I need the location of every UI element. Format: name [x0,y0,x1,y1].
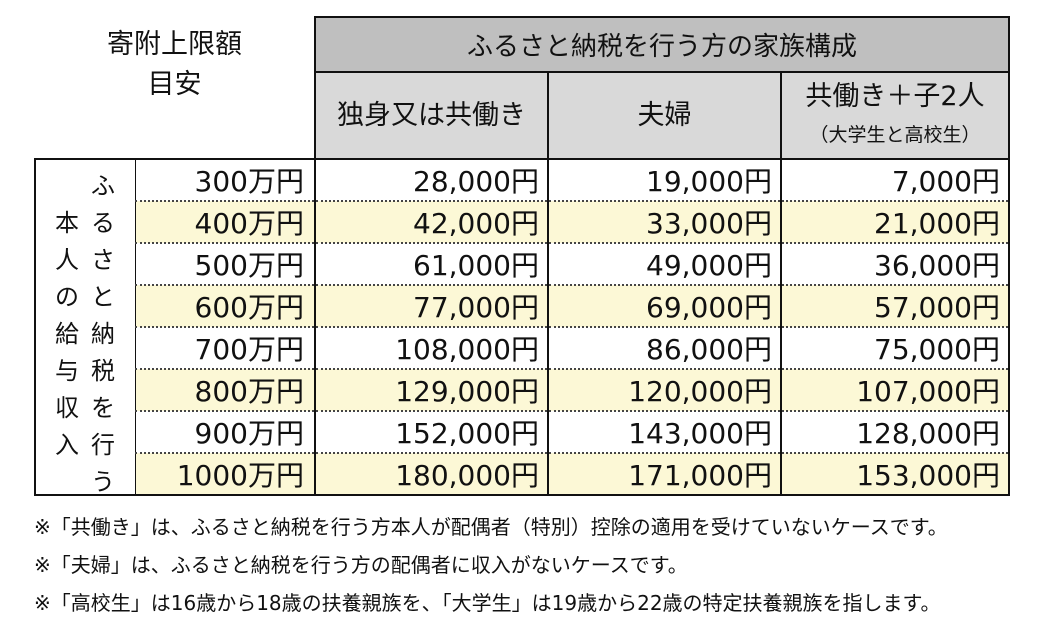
value-cell: 36,000円 [780,243,1010,286]
income-cell: 700万円 [134,327,316,370]
income-cell: 600万円 [134,285,316,328]
value-cell: 75,000円 [780,327,1010,370]
vertical-char: 入 [55,431,79,459]
table-row: 600万円 77,000円 69,000円 57,000円 [35,285,1010,328]
family-structure-header: ふるさと納税を行う方の家族構成 [314,16,1010,73]
vertical-char: 税 [91,357,115,385]
value-cell: 77,000円 [314,285,549,328]
value-cell: 120,000円 [547,369,782,412]
vertical-char: と [91,283,115,311]
row-header-right-column: ふるさと納税を行う [88,168,118,501]
corner-title-line2: 目安 [147,69,202,100]
value-cell: 108,000円 [314,327,549,370]
column-header-dual-income-two-children: 共働き＋子2人 （大学生と高校生） [780,71,1010,160]
vertical-char: 収 [55,394,79,422]
table-row: 1000万円 180,000円 171,000円 153,000円 [35,453,1010,496]
corner-title: 寄附上限額 目安 [35,17,315,159]
value-cell: 129,000円 [314,369,549,412]
vertical-char: う [91,468,115,496]
vertical-char: を [91,394,115,422]
value-cell: 152,000円 [314,411,549,454]
value-cell: 153,000円 [780,453,1010,496]
value-cell: 171,000円 [547,453,782,496]
row-header-income: ふるさと納税を行う 本人の給与収入 [34,158,136,496]
column-header-sublabel: （大学生と高校生） [809,123,981,146]
column-header-label: 共働き＋子2人 [805,80,985,112]
income-cell: 1000万円 [134,453,316,496]
vertical-char: 納 [91,320,115,348]
footnote: ※「高校生」は16歳から18歳の扶養親族を、「大学生」は19歳から22歳の特定扶… [34,591,941,615]
vertical-char: 与 [55,357,79,385]
table-row: 800万円 129,000円 120,000円 107,000円 [35,369,1010,412]
value-cell: 57,000円 [780,285,1010,328]
table-row: 700万円 108,000円 86,000円 75,000円 [35,327,1010,370]
vertical-char: 人 [55,246,79,274]
vertical-char: 給 [55,320,79,348]
footnotes: ※「共働き」は、ふるさと納税を行う方本人が配偶者（特別）控除の適用を受けていない… [34,508,1049,622]
footnote: ※「夫婦」は、ふるさと納税を行う方の配偶者に収入がないケースです。 [34,553,688,577]
value-cell: 61,000円 [314,243,549,286]
vertical-char: ふ [91,172,115,200]
value-cell: 33,000円 [547,201,782,244]
income-cell: 900万円 [134,411,316,454]
value-cell: 180,000円 [314,453,549,496]
table-row: 900万円 152,000円 143,000円 128,000円 [35,411,1010,454]
table-row: 500万円 61,000円 49,000円 36,000円 [35,243,1010,286]
value-cell: 69,000円 [547,285,782,328]
vertical-char: の [55,283,79,311]
table-row: 400万円 42,000円 33,000円 21,000円 [35,201,1010,244]
value-cell: 143,000円 [547,411,782,454]
vertical-char: 行 [91,431,115,459]
table-row: ふるさと納税を行う 本人の給与収入 300万円 28,000円 19,000円 … [34,158,1010,496]
value-cell: 128,000円 [780,411,1010,454]
income-cell: 400万円 [134,201,316,244]
column-header-single-or-dual-income: 独身又は共働き [314,71,549,160]
column-header-label: 独身又は共働き [337,99,526,131]
row-header-right-text: ふるさと納税を行う [88,168,118,501]
donation-limit-table: 寄附上限額 目安 ふるさと納税を行う方の家族構成 独身又は共働き 夫婦 共働き＋… [34,16,1010,496]
value-cell: 42,000円 [314,201,549,244]
income-cell: 300万円 [134,158,316,202]
footnote: ※「共働き」は、ふるさと納税を行う方本人が配偶者（特別）控除の適用を受けていない… [34,515,948,539]
row-header-left-text: 本人の給与収入 [52,205,82,464]
value-cell: 28,000円 [314,158,549,202]
income-cell: 800万円 [134,369,316,412]
value-cell: 86,000円 [547,327,782,370]
value-cell: 107,000円 [780,369,1010,412]
vertical-char: 本 [55,209,79,237]
value-cell: 7,000円 [780,158,1010,202]
column-header-label: 夫婦 [637,99,692,131]
income-cell: 500万円 [134,243,316,286]
value-cell: 19,000円 [547,158,782,202]
corner-title-line1: 寄附上限額 [107,29,242,60]
vertical-char: る [91,209,115,237]
value-cell: 21,000円 [780,201,1010,244]
value-cell: 49,000円 [547,243,782,286]
vertical-char: さ [91,246,115,274]
row-header-left-column: 本人の給与収入 [52,205,82,464]
column-header-couple: 夫婦 [547,71,782,160]
